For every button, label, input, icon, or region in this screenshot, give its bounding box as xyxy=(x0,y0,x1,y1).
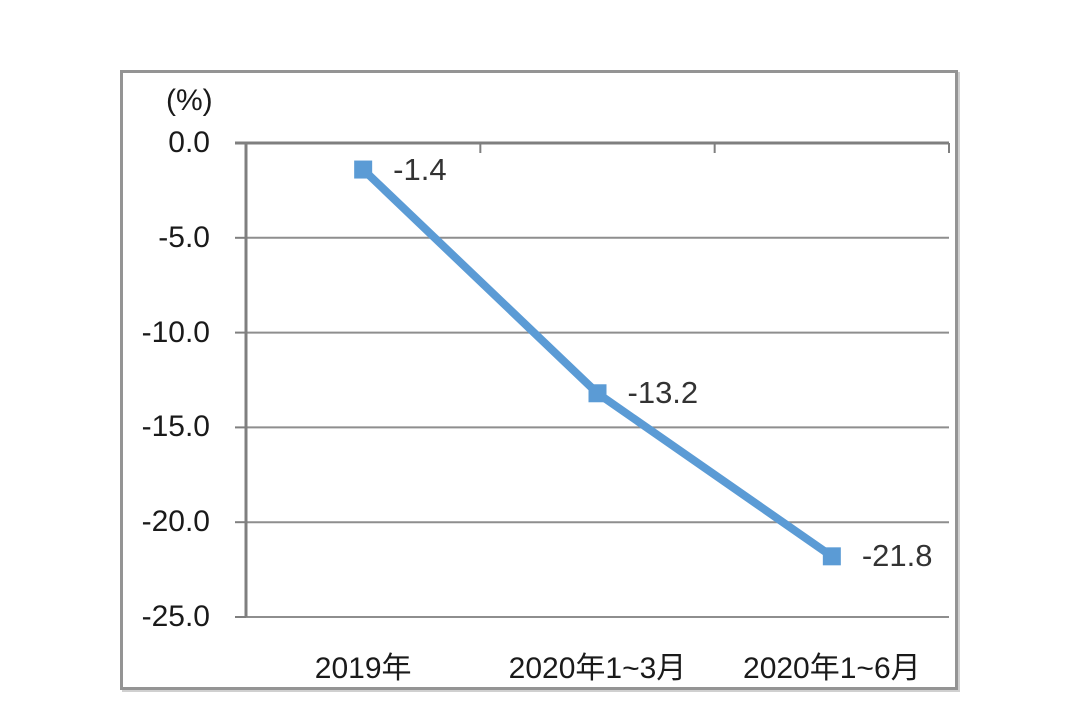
data-point-marker xyxy=(354,160,373,179)
chart-frame xyxy=(120,70,958,690)
data-point-marker xyxy=(588,384,607,403)
y-axis-tick-label: -25.0 xyxy=(141,600,210,633)
x-axis-category-label: 2020年1~3月 xyxy=(508,652,687,685)
data-point-label: -13.2 xyxy=(627,375,699,411)
data-point-label: -1.4 xyxy=(393,151,447,187)
y-axis-tick-label: -10.0 xyxy=(141,315,210,349)
x-axis-category-label: 2020年1~6月 xyxy=(743,652,921,685)
x-axis-category-label: 2019年 xyxy=(314,652,412,685)
y-axis-tick-label: -20.0 xyxy=(141,505,210,539)
y-axis-tick-label: -5.0 xyxy=(158,220,210,254)
y-axis-tick-label: 0.0 xyxy=(168,126,210,159)
y-axis-unit-label: (%) xyxy=(166,84,213,117)
data-point-marker xyxy=(822,547,841,566)
series-line xyxy=(360,166,835,560)
data-point-label: -21.8 xyxy=(861,538,933,574)
y-axis-tick-label: -15.0 xyxy=(141,410,210,444)
